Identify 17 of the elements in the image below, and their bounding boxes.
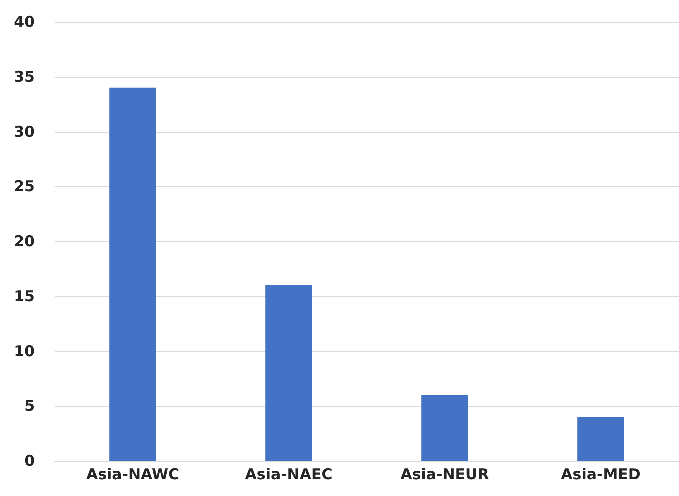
y-tick-label: 5 (24, 397, 35, 416)
y-tick-label: 40 (14, 13, 35, 31)
x-tick-label: Asia-NAEC (245, 466, 333, 484)
y-tick-label: 0 (24, 452, 35, 470)
y-tick-label: 20 (14, 232, 35, 250)
y-tick-label: 10 (14, 342, 35, 360)
y-tick-label: 25 (14, 178, 35, 196)
y-tick-label: 30 (14, 122, 35, 141)
bar (578, 417, 624, 461)
y-tick-label: 35 (14, 68, 35, 86)
x-tick-label: Asia-NEUR (400, 466, 490, 484)
bar (266, 285, 312, 461)
y-tick-label: 15 (14, 287, 35, 306)
bar (110, 88, 156, 461)
x-tick-label: Asia-NAWC (86, 466, 180, 484)
bar (422, 395, 468, 461)
x-tick-label: Asia-MED (561, 466, 641, 484)
